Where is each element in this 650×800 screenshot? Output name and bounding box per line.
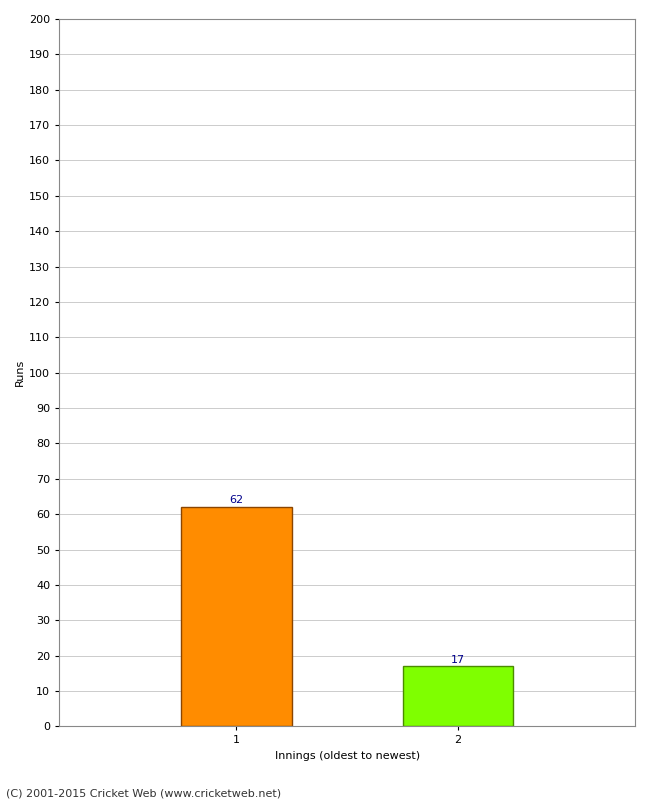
Bar: [181, 507, 292, 726]
Y-axis label: Runs: Runs: [15, 359, 25, 386]
Text: (C) 2001-2015 Cricket Web (www.cricketweb.net): (C) 2001-2015 Cricket Web (www.cricketwe…: [6, 789, 281, 798]
X-axis label: Innings (oldest to newest): Innings (oldest to newest): [274, 751, 420, 761]
Text: 62: 62: [229, 495, 244, 506]
Bar: [402, 666, 514, 726]
Text: 17: 17: [451, 654, 465, 665]
